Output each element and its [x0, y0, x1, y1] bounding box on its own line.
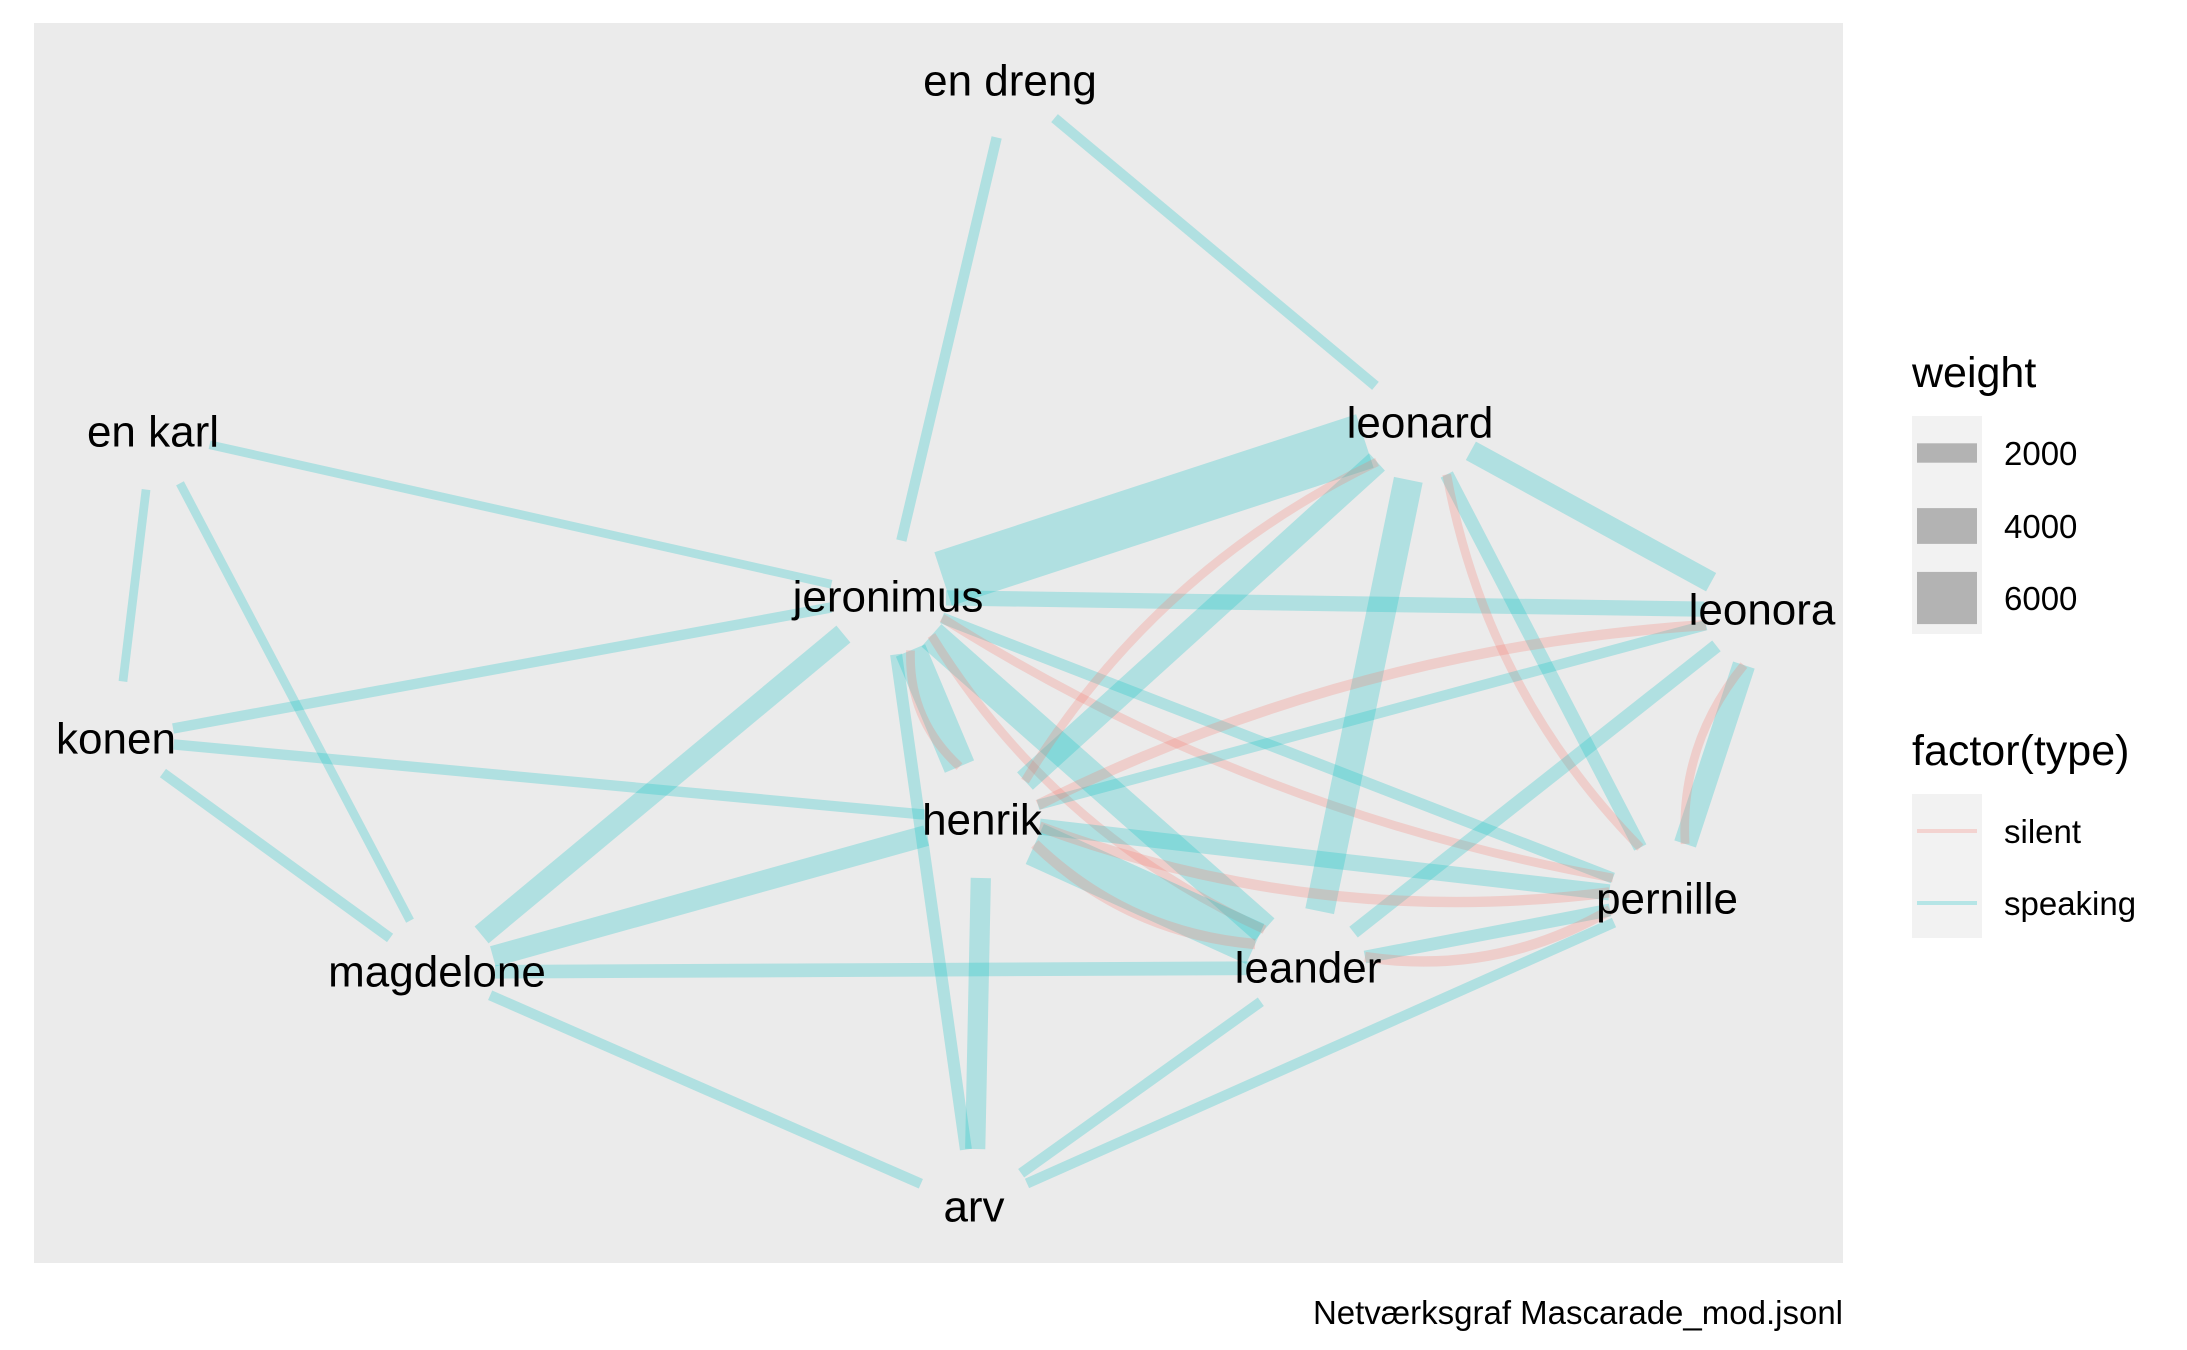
edge-leonora-henrik-silent [1035, 619, 1707, 810]
edge-jeronimus-leonard-speaking [934, 414, 1374, 606]
edge-leonora-pernille-speaking [1674, 661, 1755, 848]
node-label-jeronimus: jeronimus [791, 573, 984, 622]
legend-type-key-bg [1912, 794, 1982, 938]
edge-leonard-henrik-speaking [1017, 453, 1385, 790]
edge-jeronimus-magdelone-speaking [474, 625, 851, 944]
legend: weight 2000 4000 6000 factor(type) silen… [1911, 349, 2136, 938]
edge-leonora-pernille-silent [1680, 662, 1748, 845]
edge-jeronimus-leonora-speaking [945, 590, 1705, 617]
edge-leonora-henrik-speaking [1036, 620, 1708, 810]
edge-henrik-leander-speaking [1025, 823, 1265, 965]
edge-henrik-pernille-speaking [1038, 818, 1611, 901]
edge-henrik-arv-speaking [965, 877, 991, 1150]
edge-jeronimus-leander-speaking [921, 624, 1275, 941]
legend-weight-swatch-4000 [1917, 508, 1977, 544]
node-label-leonora: leonora [1689, 586, 1836, 635]
node-label-konen: konen [56, 715, 176, 764]
node-label-leander: leander [1235, 944, 1382, 993]
edge-jeronimus-henrik-silent [906, 650, 963, 770]
edge-leander-pernille-speaking [1363, 903, 1612, 964]
edge-leander-pernille-silent [1364, 905, 1613, 967]
edge-pernille-arv-speaking [1024, 917, 1617, 1189]
edge-leonard-henrik-silent [1021, 458, 1379, 784]
legend-weight-label-2000: 2000 [2004, 435, 2077, 472]
edge-layer [118, 114, 1755, 1189]
edge-jeronimus-henrik-speaking [895, 644, 975, 773]
legend-weight-label-4000: 4000 [2004, 508, 2077, 545]
edge-henrik-magdelone-speaking [490, 825, 929, 967]
legend-weight-swatch-2000 [1917, 443, 1977, 463]
legend-type-keys: silent speaking [1912, 794, 2136, 938]
edge-henrik-pernille-silent [1037, 821, 1611, 908]
node-label-arv: arv [943, 1183, 1004, 1232]
node-label-en-dreng: en dreng [923, 57, 1097, 106]
node-label-leonard: leonard [1347, 399, 1494, 448]
edge-en-dreng-jeronimus-speaking [896, 136, 1002, 542]
node-label-en-karl: en karl [87, 408, 219, 457]
legend-weight-title: weight [1911, 349, 2036, 397]
edge-en-karl-magdelone-speaking [176, 481, 414, 923]
node-label-pernille: pernille [1596, 875, 1738, 924]
edge-en-karl-jeronimus-speaking [208, 440, 833, 589]
edge-konen-henrik-speaking [173, 739, 925, 820]
edge-konen-jeronimus-speaking [172, 602, 832, 734]
legend-weight-keys: 2000 4000 6000 [1912, 416, 2077, 634]
edge-magdelone-arv-speaking [488, 990, 923, 1189]
legend-weight-label-6000: 6000 [2004, 580, 2077, 617]
legend-weight-swatch-6000 [1917, 571, 1977, 625]
edge-jeronimus-pernille-speaking [940, 612, 1615, 884]
legend-type-label-speaking: speaking [2004, 885, 2136, 922]
legend-type-title: factor(type) [1912, 727, 2129, 775]
edge-magdelone-leander-speaking [494, 961, 1251, 979]
edge-en-dreng-leonard-speaking [1051, 114, 1379, 390]
node-label-henrik: henrik [922, 796, 1043, 845]
edge-konen-magdelone-speaking [159, 768, 394, 943]
legend-type-label-silent: silent [2004, 813, 2081, 850]
edge-jeronimus-arv-speaking [890, 653, 972, 1151]
edge-en-karl-konen-speaking [118, 489, 151, 682]
edge-leonard-pernille-speaking [1440, 471, 1647, 851]
edge-leander-arv-speaking [1018, 997, 1264, 1178]
edge-jeronimus-leander-silent [927, 633, 1267, 934]
plot-panel [34, 23, 1843, 1263]
edge-jeronimus-pernille-silent [939, 614, 1614, 883]
node-label-layer: en dreng en karl leonard jeronimus leonora ko… [56, 57, 1836, 1232]
edge-leonora-leander-speaking [1349, 640, 1721, 938]
edge-leonard-pernille-silent [1442, 473, 1644, 851]
edge-leonard-leonora-speaking [1465, 441, 1717, 592]
node-label-magdelone: magdelone [328, 948, 546, 997]
caption: Netværksgraf Mascarade_mod.jsonl [1313, 1294, 1843, 1331]
edge-leonard-leander-speaking [1305, 476, 1423, 915]
edge-henrik-leander-silent [1031, 840, 1256, 950]
